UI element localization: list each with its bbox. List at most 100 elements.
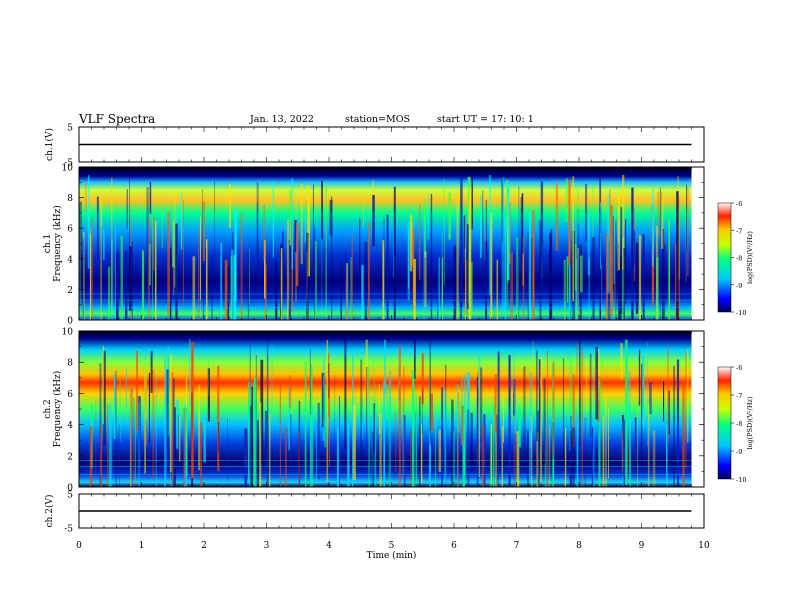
spectrogram-streak (656, 256, 659, 320)
spectrogram-streak (641, 363, 643, 473)
spectrogram-streak (482, 190, 484, 244)
spectrogram-streak (591, 427, 594, 487)
spectrogram-streak (633, 230, 635, 266)
spectrogram-streak (537, 410, 540, 487)
spectrogram-streak (584, 417, 586, 487)
spectrogram-streak (572, 374, 575, 447)
spectrogram-streak (625, 219, 627, 304)
x-tick-label: 7 (514, 541, 520, 551)
spectrogram-streak (642, 355, 645, 427)
spectrogram-streak (251, 386, 253, 487)
spectrogram-streak (605, 233, 608, 320)
spectrogram-streak (552, 361, 555, 458)
spectrogram-streak (550, 229, 553, 320)
spectrogram-streak (651, 204, 654, 309)
spectrogram-streak (359, 218, 361, 286)
spectrogram-streak (375, 383, 377, 487)
spectrogram-streak (592, 185, 594, 238)
spectrogram-streak (254, 377, 257, 487)
spectrogram-streak (478, 362, 480, 477)
spectrogram-streak (365, 339, 368, 392)
spectrogram-streak (513, 254, 515, 305)
spectrogram-streak (218, 421, 220, 453)
spectrogram-streak (686, 184, 687, 253)
spectrogram-streak (249, 381, 252, 487)
spectrogram-streak (296, 222, 299, 286)
spectrogram-streak (352, 353, 354, 487)
spectrogram-streak (309, 364, 313, 487)
spectrogram-streak (152, 369, 155, 479)
spectrogram-streak (444, 390, 447, 485)
spectrogram-streak (183, 408, 186, 487)
spectrogram-streak (386, 214, 389, 320)
spectrogram-streak (248, 382, 250, 482)
x-tick-label: 10 (698, 541, 710, 551)
spectrogram-streak (673, 365, 675, 487)
spectrogram-streak (547, 350, 548, 487)
spectrogram-streak (569, 431, 572, 487)
spectrogram-streak (298, 432, 300, 487)
colorbar-tick-label: -9 (736, 282, 742, 290)
spectrogram-streak (506, 179, 509, 307)
spectrogram-streak (150, 351, 153, 393)
spectrogram-streak (490, 212, 493, 320)
spectrogram-streak (128, 246, 132, 311)
spectrogram-streak (568, 179, 571, 265)
spectrogram-streak (687, 186, 689, 276)
spectrogram-streak (501, 175, 504, 243)
spectrogram-streak (513, 388, 516, 487)
spectrogram-streak (685, 213, 687, 283)
colorbar-tick-label: -7 (736, 227, 742, 235)
spectrogram-streak (202, 201, 205, 262)
colorbar-tick-label: -7 (736, 392, 742, 400)
spectrogram-streak (85, 182, 87, 213)
spectrogram-streak (152, 208, 154, 319)
spectrogram-streak (321, 238, 323, 320)
spectrogram-streak (89, 426, 93, 487)
spectrogram-streak (87, 175, 90, 269)
spectrogram-streak (383, 382, 386, 487)
spectrogram-streak (155, 220, 157, 320)
spectrogram-streak (548, 427, 551, 487)
spectrogram-streak (476, 377, 479, 486)
spectrogram-streak (427, 194, 429, 240)
spectrogram-streak (638, 349, 641, 406)
spectrogram-streak (91, 217, 93, 320)
spectrogram-streak (478, 354, 481, 439)
spectrogram-streak (205, 248, 207, 292)
spectrogram-streak (620, 207, 623, 314)
spectrogram-streak (289, 375, 292, 409)
spectrogram-streak (329, 383, 330, 467)
spectrogram-streak (275, 261, 278, 320)
spectrogram-streak (663, 381, 665, 422)
spectrogram-streak (458, 387, 460, 433)
spectrogram-streak (361, 398, 364, 440)
spectrogram-streak (585, 358, 588, 413)
spectrogram-streak (598, 432, 600, 487)
spectrogram-streak (422, 389, 423, 435)
spectrogram-streak (410, 429, 412, 487)
y-tick-label: 5 (67, 491, 73, 501)
spectrogram-streak (625, 339, 628, 485)
spectrogram-streak (621, 429, 623, 471)
start-time-label: start UT = 17: 10: 1 (437, 114, 534, 125)
spectrogram-streak (289, 190, 292, 246)
spectrogram-streak (264, 411, 267, 453)
spectrogram-streak (360, 359, 363, 471)
spectrogram-streak (130, 388, 133, 487)
spectrogram-streak (587, 213, 591, 276)
spectrogram-streak (668, 390, 670, 435)
spectrogram-streak (119, 379, 121, 442)
spectrogram-streak (173, 192, 176, 288)
spectrogram-streak (82, 238, 84, 320)
spectrogram-streak (253, 382, 255, 487)
spectrogram-streak (577, 209, 579, 320)
spectrogram-streak (479, 367, 483, 442)
spectrogram-streak (504, 217, 506, 320)
x-tick-label: 6 (451, 541, 457, 551)
spectrogram-streak (125, 250, 128, 320)
spectrogram-streak (328, 363, 330, 399)
spectrogram-streak (203, 415, 206, 463)
spectrogram-streak (612, 216, 614, 292)
spectrogram-streak (280, 248, 283, 320)
